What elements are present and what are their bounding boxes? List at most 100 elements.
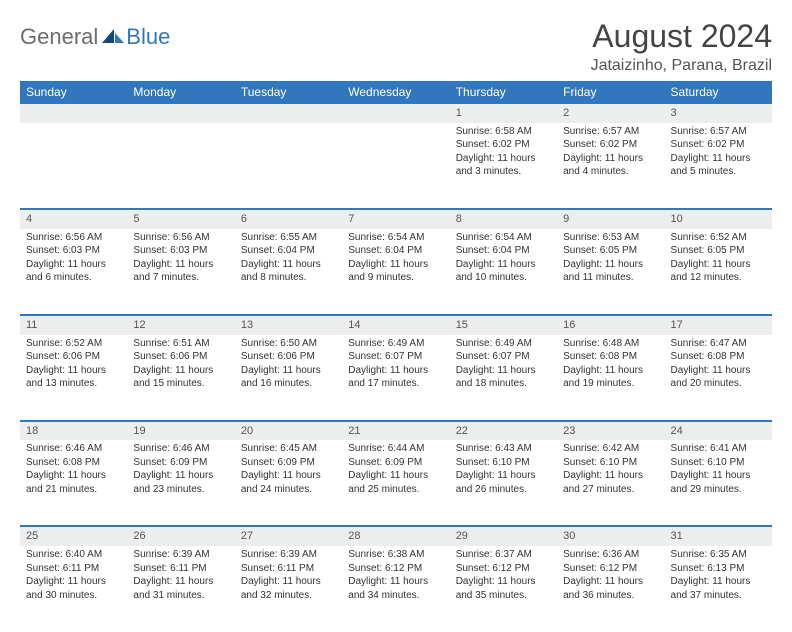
- location-text: Jataizinho, Parana, Brazil: [591, 57, 772, 75]
- day-number-row: 45678910: [20, 209, 772, 229]
- daylight-text: Daylight: 11 hours and 7 minutes.: [133, 258, 228, 285]
- day-cell: Sunrise: 6:54 AMSunset: 6:04 PMDaylight:…: [450, 229, 557, 315]
- sunrise-text: Sunrise: 6:35 AM: [671, 548, 766, 562]
- daylight-text: Daylight: 11 hours and 6 minutes.: [26, 258, 121, 285]
- sunrise-text: Sunrise: 6:39 AM: [241, 548, 336, 562]
- day-cell: Sunrise: 6:50 AMSunset: 6:06 PMDaylight:…: [235, 335, 342, 421]
- day-number: 19: [127, 421, 234, 441]
- day-number: 26: [127, 526, 234, 546]
- sunrise-text: Sunrise: 6:47 AM: [671, 337, 766, 351]
- daylight-text: Daylight: 11 hours and 34 minutes.: [348, 575, 443, 602]
- sunset-text: Sunset: 6:06 PM: [26, 350, 121, 364]
- weekday-header: Tuesday: [235, 81, 342, 104]
- sunset-text: Sunset: 6:07 PM: [456, 350, 551, 364]
- day-cell: Sunrise: 6:58 AMSunset: 6:02 PMDaylight:…: [450, 123, 557, 209]
- sunrise-text: Sunrise: 6:54 AM: [456, 231, 551, 245]
- day-number: 21: [342, 421, 449, 441]
- logo: General Blue: [20, 18, 170, 50]
- day-detail-row: Sunrise: 6:46 AMSunset: 6:08 PMDaylight:…: [20, 440, 772, 526]
- day-number: 5: [127, 209, 234, 229]
- daylight-text: Daylight: 11 hours and 32 minutes.: [241, 575, 336, 602]
- sunrise-text: Sunrise: 6:42 AM: [563, 442, 658, 456]
- day-number: 27: [235, 526, 342, 546]
- weekday-header-row: Sunday Monday Tuesday Wednesday Thursday…: [20, 81, 772, 104]
- daylight-text: Daylight: 11 hours and 9 minutes.: [348, 258, 443, 285]
- sunrise-text: Sunrise: 6:49 AM: [456, 337, 551, 351]
- daylight-text: Daylight: 11 hours and 12 minutes.: [671, 258, 766, 285]
- sunset-text: Sunset: 6:04 PM: [241, 244, 336, 258]
- sunrise-text: Sunrise: 6:56 AM: [26, 231, 121, 245]
- daylight-text: Daylight: 11 hours and 23 minutes.: [133, 469, 228, 496]
- sunrise-text: Sunrise: 6:53 AM: [563, 231, 658, 245]
- daylight-text: Daylight: 11 hours and 8 minutes.: [241, 258, 336, 285]
- sunrise-text: Sunrise: 6:43 AM: [456, 442, 551, 456]
- sunrise-text: Sunrise: 6:41 AM: [671, 442, 766, 456]
- daylight-text: Daylight: 11 hours and 21 minutes.: [26, 469, 121, 496]
- sunset-text: Sunset: 6:05 PM: [671, 244, 766, 258]
- weekday-header: Saturday: [665, 81, 772, 104]
- daylight-text: Daylight: 11 hours and 24 minutes.: [241, 469, 336, 496]
- sunset-text: Sunset: 6:07 PM: [348, 350, 443, 364]
- sunset-text: Sunset: 6:13 PM: [671, 562, 766, 576]
- sunset-text: Sunset: 6:06 PM: [133, 350, 228, 364]
- day-number: 31: [665, 526, 772, 546]
- sunset-text: Sunset: 6:02 PM: [563, 138, 658, 152]
- day-cell: Sunrise: 6:40 AMSunset: 6:11 PMDaylight:…: [20, 546, 127, 632]
- day-number: 8: [450, 209, 557, 229]
- month-title: August 2024: [591, 18, 772, 55]
- day-detail-row: Sunrise: 6:52 AMSunset: 6:06 PMDaylight:…: [20, 335, 772, 421]
- day-number: 7: [342, 209, 449, 229]
- day-number: 10: [665, 209, 772, 229]
- sunset-text: Sunset: 6:02 PM: [456, 138, 551, 152]
- day-detail-row: Sunrise: 6:56 AMSunset: 6:03 PMDaylight:…: [20, 229, 772, 315]
- day-number: 14: [342, 315, 449, 335]
- logo-sail-icon: [102, 29, 124, 45]
- sunrise-text: Sunrise: 6:40 AM: [26, 548, 121, 562]
- daylight-text: Daylight: 11 hours and 3 minutes.: [456, 152, 551, 179]
- sunset-text: Sunset: 6:09 PM: [133, 456, 228, 470]
- sunset-text: Sunset: 6:05 PM: [563, 244, 658, 258]
- sunset-text: Sunset: 6:08 PM: [563, 350, 658, 364]
- sunrise-text: Sunrise: 6:55 AM: [241, 231, 336, 245]
- sunset-text: Sunset: 6:11 PM: [26, 562, 121, 576]
- daylight-text: Daylight: 11 hours and 18 minutes.: [456, 364, 551, 391]
- sunrise-text: Sunrise: 6:51 AM: [133, 337, 228, 351]
- day-cell: Sunrise: 6:56 AMSunset: 6:03 PMDaylight:…: [20, 229, 127, 315]
- day-number: 23: [557, 421, 664, 441]
- day-number: [20, 104, 127, 123]
- day-cell: Sunrise: 6:52 AMSunset: 6:05 PMDaylight:…: [665, 229, 772, 315]
- daylight-text: Daylight: 11 hours and 20 minutes.: [671, 364, 766, 391]
- day-cell: [20, 123, 127, 209]
- weekday-header: Sunday: [20, 81, 127, 104]
- daylight-text: Daylight: 11 hours and 25 minutes.: [348, 469, 443, 496]
- sunrise-text: Sunrise: 6:39 AM: [133, 548, 228, 562]
- day-number: 25: [20, 526, 127, 546]
- day-cell: Sunrise: 6:43 AMSunset: 6:10 PMDaylight:…: [450, 440, 557, 526]
- day-cell: Sunrise: 6:57 AMSunset: 6:02 PMDaylight:…: [557, 123, 664, 209]
- day-number: [342, 104, 449, 123]
- sunrise-text: Sunrise: 6:52 AM: [26, 337, 121, 351]
- day-cell: Sunrise: 6:49 AMSunset: 6:07 PMDaylight:…: [450, 335, 557, 421]
- day-cell: Sunrise: 6:46 AMSunset: 6:09 PMDaylight:…: [127, 440, 234, 526]
- daylight-text: Daylight: 11 hours and 29 minutes.: [671, 469, 766, 496]
- day-number: 15: [450, 315, 557, 335]
- title-block: August 2024 Jataizinho, Parana, Brazil: [591, 18, 772, 75]
- daylight-text: Daylight: 11 hours and 19 minutes.: [563, 364, 658, 391]
- daylight-text: Daylight: 11 hours and 30 minutes.: [26, 575, 121, 602]
- sunset-text: Sunset: 6:10 PM: [456, 456, 551, 470]
- day-cell: Sunrise: 6:52 AMSunset: 6:06 PMDaylight:…: [20, 335, 127, 421]
- day-number: 9: [557, 209, 664, 229]
- day-cell: Sunrise: 6:47 AMSunset: 6:08 PMDaylight:…: [665, 335, 772, 421]
- sunset-text: Sunset: 6:10 PM: [671, 456, 766, 470]
- day-cell: Sunrise: 6:39 AMSunset: 6:11 PMDaylight:…: [235, 546, 342, 632]
- day-number: 4: [20, 209, 127, 229]
- day-number: 30: [557, 526, 664, 546]
- daylight-text: Daylight: 11 hours and 37 minutes.: [671, 575, 766, 602]
- day-cell: Sunrise: 6:57 AMSunset: 6:02 PMDaylight:…: [665, 123, 772, 209]
- day-cell: Sunrise: 6:46 AMSunset: 6:08 PMDaylight:…: [20, 440, 127, 526]
- day-cell: Sunrise: 6:44 AMSunset: 6:09 PMDaylight:…: [342, 440, 449, 526]
- sunset-text: Sunset: 6:08 PM: [26, 456, 121, 470]
- weekday-header: Monday: [127, 81, 234, 104]
- day-cell: Sunrise: 6:38 AMSunset: 6:12 PMDaylight:…: [342, 546, 449, 632]
- sunrise-text: Sunrise: 6:54 AM: [348, 231, 443, 245]
